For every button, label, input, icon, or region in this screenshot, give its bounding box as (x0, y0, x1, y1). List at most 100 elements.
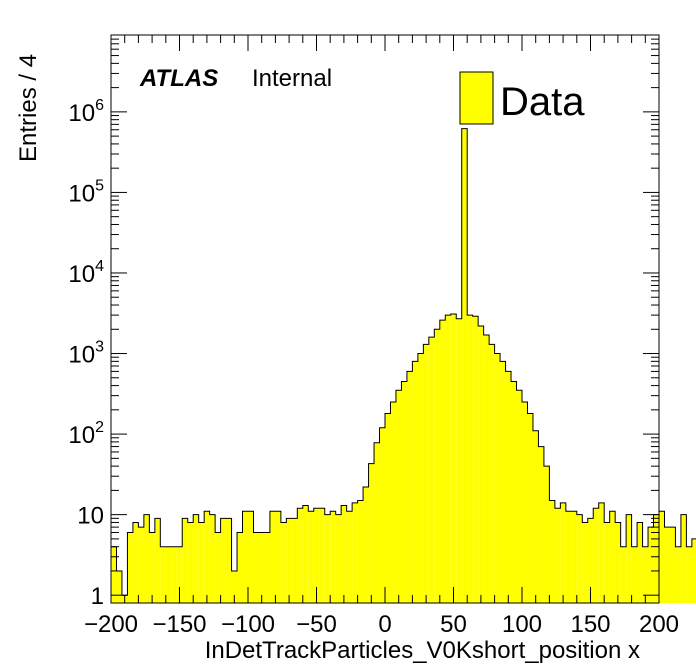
histogram-bin (434, 329, 440, 603)
histogram-outline (110, 128, 696, 603)
histogram-bin (127, 532, 133, 603)
histogram-bin (395, 390, 402, 603)
x-tick-label: 50 (440, 611, 467, 638)
histogram-bin (269, 511, 276, 603)
histogram-bin (132, 522, 139, 603)
histogram-bin (143, 514, 150, 603)
histogram-bin (428, 337, 435, 603)
y-tick-labels: 1 10 102 103 104 105 106 (68, 97, 104, 610)
histogram-bin (648, 527, 654, 603)
histogram-bin (308, 511, 314, 603)
histogram-bin (160, 546, 166, 603)
histogram-bin (412, 361, 418, 603)
histogram-bin (264, 532, 270, 603)
histogram-bin (242, 511, 248, 603)
histogram-bin (467, 315, 473, 603)
histogram-bin (220, 518, 227, 603)
histogram-bin (335, 514, 342, 603)
histogram-bin (346, 511, 353, 603)
histogram-bin (609, 511, 616, 603)
histogram-bin (560, 502, 566, 603)
histogram-bin (472, 316, 479, 603)
x-tick-label: 200 (639, 611, 679, 638)
x-tick-label: −200 (84, 611, 138, 638)
histogram-bin (280, 522, 287, 603)
histogram-bars (110, 128, 696, 603)
histogram-bin (653, 514, 659, 603)
histogram-bin (532, 430, 539, 603)
histogram-bin (237, 532, 243, 603)
histogram-bin (565, 511, 572, 603)
histogram-bin (198, 522, 205, 603)
histogram-bin (253, 532, 259, 603)
y-tick-label: 104 (68, 258, 104, 288)
histogram-bin (302, 505, 309, 603)
histogram-bin (363, 487, 369, 603)
y-tick-label: 10 (77, 503, 104, 530)
x-tick-label: −100 (221, 611, 275, 638)
histogram-bin (538, 446, 544, 603)
histogram-bin (297, 508, 303, 603)
histogram-bin (204, 511, 210, 603)
histogram-bin (231, 570, 238, 603)
histogram-bin (193, 514, 199, 603)
histogram-bin (461, 128, 468, 603)
histogram-bin (275, 511, 281, 603)
legend-swatch-data (459, 71, 494, 125)
histogram-bin (669, 527, 676, 603)
plot-frame (110, 34, 660, 604)
histogram-bin (631, 546, 638, 603)
histogram-bin (637, 522, 643, 603)
histogram-bin (516, 390, 522, 603)
histogram-bin (571, 511, 577, 603)
histogram-bin (341, 505, 347, 603)
histogram-bin (615, 522, 621, 603)
histogram-bin (494, 353, 501, 603)
histogram-bin (379, 427, 385, 603)
histogram-bin (182, 518, 188, 603)
histogram-bin (576, 514, 583, 603)
histogram-bin (286, 518, 292, 603)
histogram-bin (406, 371, 413, 603)
histogram-bin (659, 511, 665, 603)
histogram-bin (522, 402, 528, 603)
histogram-bin (116, 570, 122, 603)
y-tick-label: 102 (68, 419, 104, 449)
histogram-bin (543, 466, 550, 603)
histogram-bin (456, 318, 462, 603)
histogram-bin (149, 532, 155, 603)
histogram-bin (423, 344, 429, 603)
histogram-bin (593, 508, 599, 603)
histogram-bin (675, 546, 681, 603)
y-tick-label: 106 (68, 97, 104, 127)
histogram-bin (483, 334, 490, 603)
histogram-bin (680, 514, 687, 603)
histogram-bin (357, 500, 364, 603)
histogram-bin (604, 522, 610, 603)
histogram-bin (401, 381, 407, 603)
histogram-bin (489, 344, 495, 603)
histogram-bin (176, 546, 183, 603)
internal-label: Internal (252, 65, 332, 92)
histogram-bin (664, 527, 670, 603)
y-tick-label: 103 (68, 339, 104, 369)
histogram-bin (642, 546, 649, 603)
y-tick-label: 1 (91, 583, 104, 610)
histogram-bin (620, 546, 627, 603)
histogram-bin (258, 532, 265, 603)
x-tick-label: 150 (570, 611, 610, 638)
histogram-bin (478, 325, 484, 603)
histogram-bin (598, 502, 605, 603)
histogram-bin (626, 514, 632, 603)
histogram-bin (291, 518, 298, 603)
histogram-bin (368, 463, 375, 603)
histogram-bin (138, 527, 144, 603)
histogram-bin (226, 518, 232, 603)
histogram-bin (582, 522, 588, 603)
histogram-bin (527, 413, 533, 603)
x-axis-label: InDetTrackParticles_V0Kshort_position x (205, 637, 640, 664)
histogram-bin (154, 518, 161, 603)
histogram-bin (554, 508, 561, 603)
histogram-bin (374, 442, 380, 603)
